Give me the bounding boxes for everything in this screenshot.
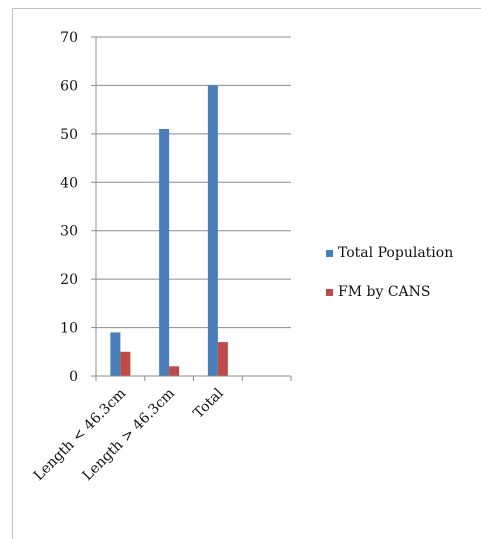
- legend: Total Population FM by CANS: [326, 245, 453, 300]
- x-tick-label: Total: [191, 385, 228, 422]
- bars: [110, 85, 228, 376]
- chart-frame: [12, 8, 481, 539]
- y-tick-label: 70: [60, 30, 78, 46]
- y-tick-label: 0: [69, 369, 78, 385]
- y-tick-label: 40: [60, 175, 78, 191]
- legend-swatch: [326, 250, 333, 257]
- bar-fm-by-cans: [120, 351, 131, 376]
- bar-fm-by-cans: [217, 342, 228, 376]
- bar-total-population: [159, 129, 170, 376]
- y-tick-label: 10: [60, 321, 78, 337]
- legend-label: FM by CANS: [338, 284, 430, 300]
- legend-label: Total Population: [338, 245, 453, 261]
- y-tick-label: 50: [60, 127, 78, 143]
- bar-total-population: [207, 85, 218, 376]
- y-tick-label: 20: [60, 272, 78, 288]
- x-tick-label: Length < 46.3cm: [31, 386, 129, 484]
- y-tick-label: 60: [60, 78, 78, 94]
- x-tick-label: Length > 46.3cm: [80, 386, 178, 484]
- legend-swatch: [326, 289, 333, 296]
- y-axis-tick-labels: 0 10 20 30 40 50 60 70: [60, 30, 78, 385]
- bar-fm-by-cans: [169, 366, 180, 376]
- bar-total-population: [110, 332, 121, 376]
- gridlines: [96, 36, 291, 329]
- y-tick-label: 30: [60, 224, 78, 240]
- axes: [91, 36, 292, 381]
